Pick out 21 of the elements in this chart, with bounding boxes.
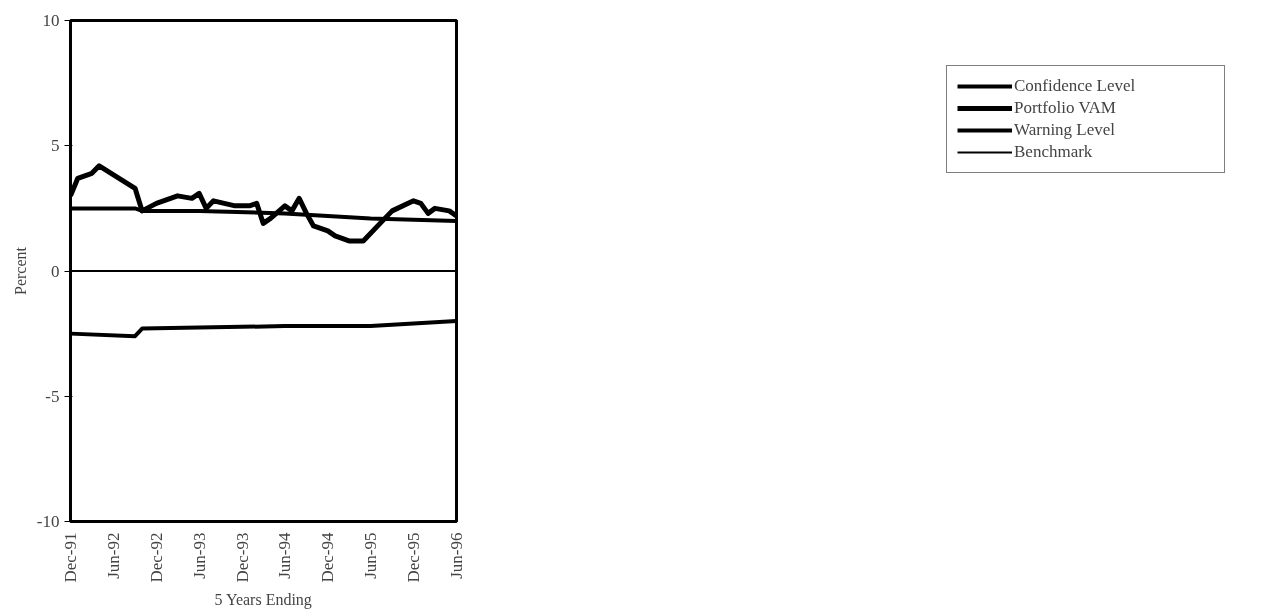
x-tick-label: Jun-93: [189, 532, 209, 579]
x-tick-label: Jun-95: [361, 532, 381, 579]
y-axis-title: Percent: [11, 246, 29, 295]
y-tick-label: -5: [45, 386, 60, 406]
y-tick-label: -10: [36, 512, 60, 531]
legend-label: Portfolio VAM: [1014, 98, 1117, 118]
x-tick-label: Dec-94: [318, 532, 338, 583]
y-tick-label: 0: [51, 261, 60, 281]
legend-label: Warning Level: [1014, 120, 1117, 140]
x-tick-label: Jun-96: [447, 532, 466, 579]
x-tick-label: Jun-92: [103, 532, 123, 579]
x-tick-label: Dec-92: [146, 532, 166, 583]
x-tick-label: Dec-91: [61, 532, 80, 583]
x-tick-label: Dec-93: [232, 532, 252, 583]
x-tick-label: Dec-95: [404, 532, 424, 583]
legend-label: Benchmark: [1014, 142, 1094, 162]
x-tick-label: Jun-94: [275, 532, 295, 579]
y-tick-label: 5: [51, 136, 60, 156]
y-tick-label: 10: [42, 11, 60, 30]
legend-label: Confidence Level: [1014, 76, 1137, 96]
x-axis-title: 5 Years Ending: [214, 590, 312, 609]
